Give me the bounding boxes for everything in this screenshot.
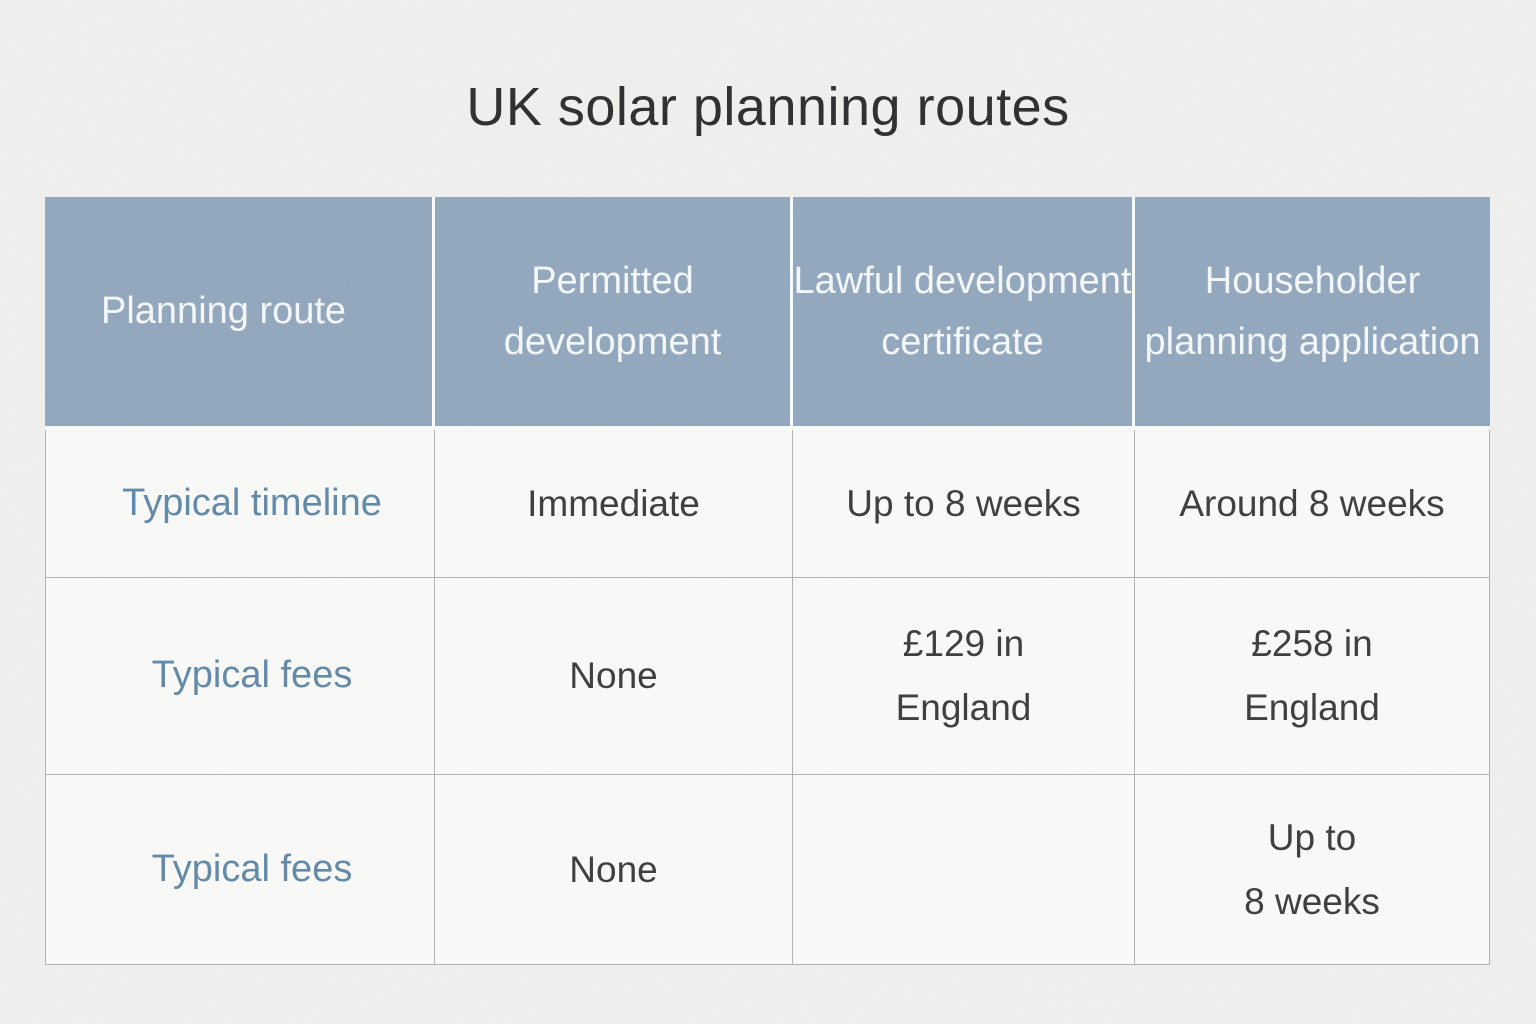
- column-header-planning-route: Planning route: [45, 197, 435, 430]
- value-cell-lawful-certificate-fees-2: [793, 775, 1135, 965]
- value-cell-householder-application-timeline: Around 8 weeks: [1135, 430, 1490, 578]
- column-header-lawful-development-certificate: Lawful development certificate: [793, 197, 1135, 430]
- column-header-householder-planning-application: Householder planning application: [1135, 197, 1490, 430]
- row-label-typical-timeline: Typical timeline: [45, 430, 435, 578]
- page-title: UK solar planning routes: [466, 77, 1070, 137]
- planning-routes-table: Planning route Permitted development Law…: [45, 197, 1490, 965]
- value-cell-lawful-certificate-fees: £129 in England: [793, 578, 1135, 775]
- row-label-typical-fees: Typical fees: [45, 578, 435, 775]
- value-cell-permitted-development-timeline: Immediate: [435, 430, 793, 578]
- value-cell-householder-application-fees: £258 in England: [1135, 578, 1490, 775]
- row-label-typical-fees-2: Typical fees: [45, 775, 435, 965]
- value-cell-lawful-certificate-timeline: Up to 8 weeks: [793, 430, 1135, 578]
- value-cell-permitted-development-fees: None: [435, 578, 793, 775]
- column-header-permitted-development: Permitted development: [435, 197, 793, 430]
- value-cell-permitted-development-fees-2: None: [435, 775, 793, 965]
- value-cell-householder-application-fees-2: Up to 8 weeks: [1135, 775, 1490, 965]
